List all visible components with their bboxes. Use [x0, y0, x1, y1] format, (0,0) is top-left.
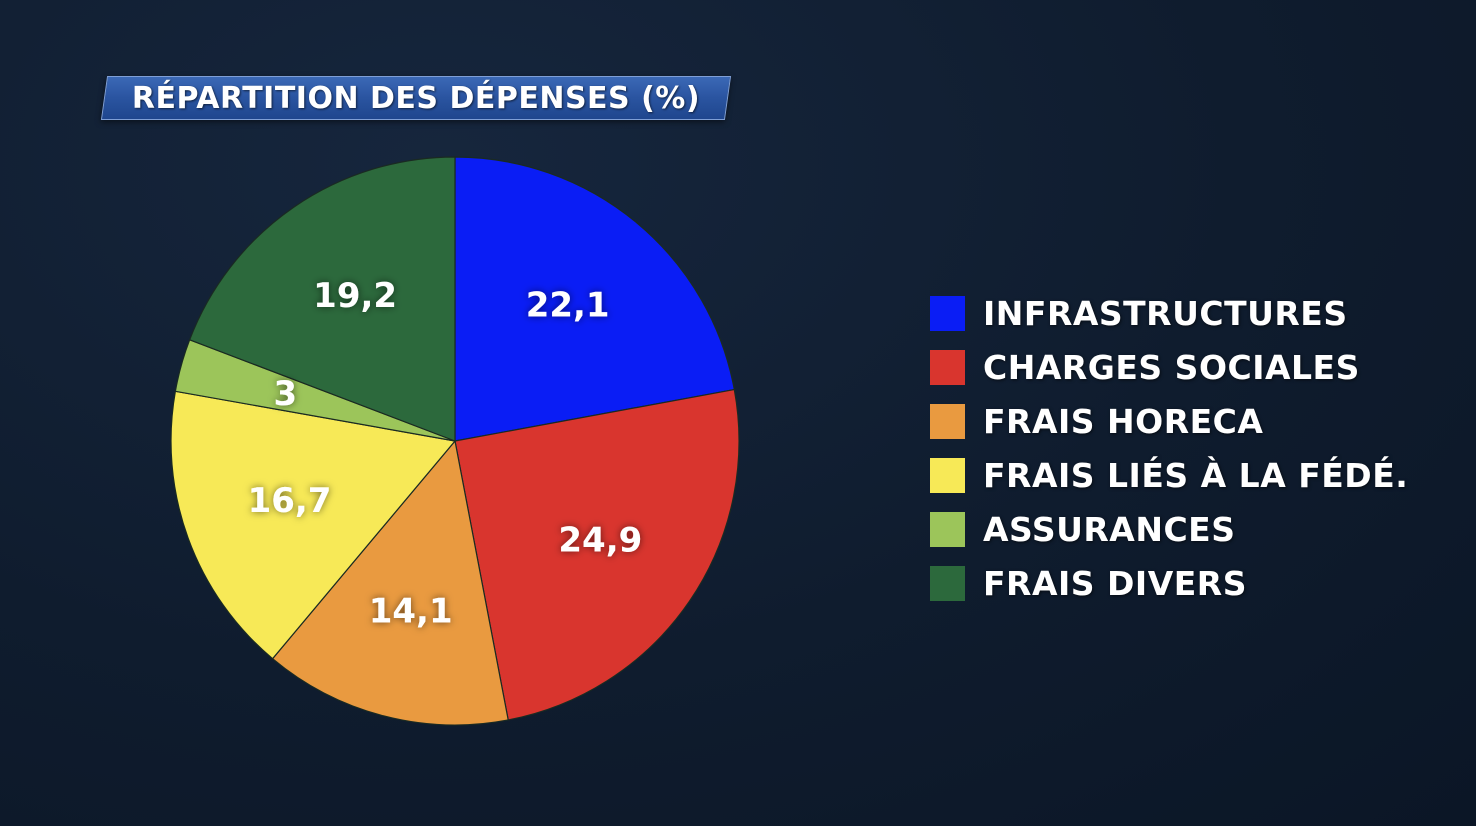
legend-item: INFRASTRUCTURES	[930, 286, 1408, 340]
legend-label: FRAIS LIÉS À LA FÉDÉ.	[983, 455, 1409, 495]
legend-swatch	[930, 403, 965, 439]
pie-slice-frais-li-s-la-f-d	[170, 390, 457, 660]
slice-value-label: 14,1	[369, 591, 453, 631]
slice-value-label: 22,1	[526, 286, 610, 326]
chart-title: RÉPARTITION DES DÉPENSES (%)	[131, 80, 701, 116]
legend-label: FRAIS DIVERS	[983, 563, 1247, 603]
legend-item: FRAIS DIVERS	[930, 556, 1408, 610]
legend: INFRASTRUCTURES CHARGES SOCIALES FRAIS HOR…	[930, 286, 1408, 610]
legend-item: ASSURANCES	[930, 502, 1408, 556]
slice-value-label: 16,7	[248, 481, 332, 521]
legend-swatch	[930, 349, 965, 385]
legend-swatch	[930, 457, 965, 493]
legend-label: FRAIS HORECA	[983, 401, 1264, 441]
slice-value-label: 24,9	[558, 520, 642, 560]
legend-swatch	[930, 295, 965, 331]
chart-title-banner: RÉPARTITION DES DÉPENSES (%)	[100, 76, 732, 120]
slice-value-label: 3	[273, 374, 297, 414]
legend-item: CHARGES SOCIALES	[930, 340, 1408, 394]
legend-label: INFRASTRUCTURES	[983, 293, 1348, 333]
legend-label: CHARGES SOCIALES	[983, 347, 1360, 387]
pie-slice-frais-divers	[188, 156, 456, 442]
pie-slice-frais-horeca	[271, 439, 509, 726]
pie-slice-infrastructures	[454, 156, 735, 442]
slice-value-label: 19,2	[313, 276, 397, 316]
pie-slice-charges-sociales	[454, 388, 740, 721]
legend-label: ASSURANCES	[983, 509, 1236, 549]
legend-swatch	[930, 565, 965, 601]
legend-item: FRAIS HORECA	[930, 394, 1408, 448]
legend-item: FRAIS LIÉS À LA FÉDÉ.	[930, 448, 1408, 502]
legend-swatch	[930, 511, 965, 547]
